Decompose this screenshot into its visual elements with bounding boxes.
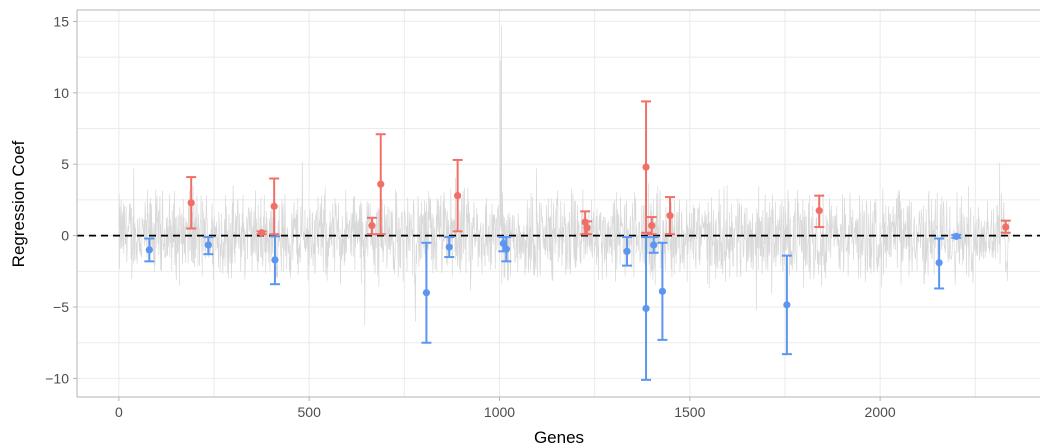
x-tick-label: 2000 <box>865 404 896 420</box>
data-point <box>1002 223 1010 231</box>
axes: 0 500 1000 1500 2000 −10 −5 0 5 10 15 <box>45 9 1040 420</box>
data-point <box>581 218 589 226</box>
data-point <box>666 212 674 220</box>
data-point <box>623 247 631 255</box>
data-point <box>499 239 507 248</box>
points <box>145 163 1010 313</box>
data-point <box>642 304 650 313</box>
data-point <box>642 163 650 171</box>
data-point <box>204 241 212 249</box>
data-point <box>187 199 195 207</box>
data-point <box>648 222 656 230</box>
data-point <box>271 256 279 264</box>
y-tick-label: −10 <box>45 370 69 386</box>
data-point <box>583 224 591 232</box>
y-tick-label: 15 <box>53 13 69 29</box>
data-point <box>952 232 960 240</box>
y-tick-label: 10 <box>53 85 69 101</box>
y-axis-title: Regression Coef <box>9 140 28 267</box>
x-tick-label: 1500 <box>674 404 705 420</box>
grid-layer <box>77 10 1040 397</box>
background-series <box>118 25 1010 326</box>
data-point <box>502 245 510 253</box>
data-point <box>935 259 943 267</box>
x-tick-label: 1000 <box>484 404 515 420</box>
gene-trace <box>118 25 1010 326</box>
data-point <box>658 287 667 295</box>
data-point <box>783 301 791 309</box>
x-tick-label: 500 <box>298 404 322 420</box>
y-tick-label: 0 <box>61 228 69 244</box>
y-tick-label: 5 <box>61 156 69 172</box>
data-point <box>650 241 658 249</box>
data-point <box>377 180 385 188</box>
data-point <box>445 243 453 251</box>
data-point <box>145 246 153 254</box>
data-point <box>422 289 431 297</box>
y-tick-label: −5 <box>53 299 69 315</box>
x-tick-label: 0 <box>115 404 123 420</box>
data-point <box>258 229 266 237</box>
data-point <box>270 202 278 210</box>
data-point <box>368 222 376 230</box>
x-axis-title: Genes <box>534 428 584 447</box>
data-point <box>454 192 462 200</box>
data-point <box>815 207 823 215</box>
